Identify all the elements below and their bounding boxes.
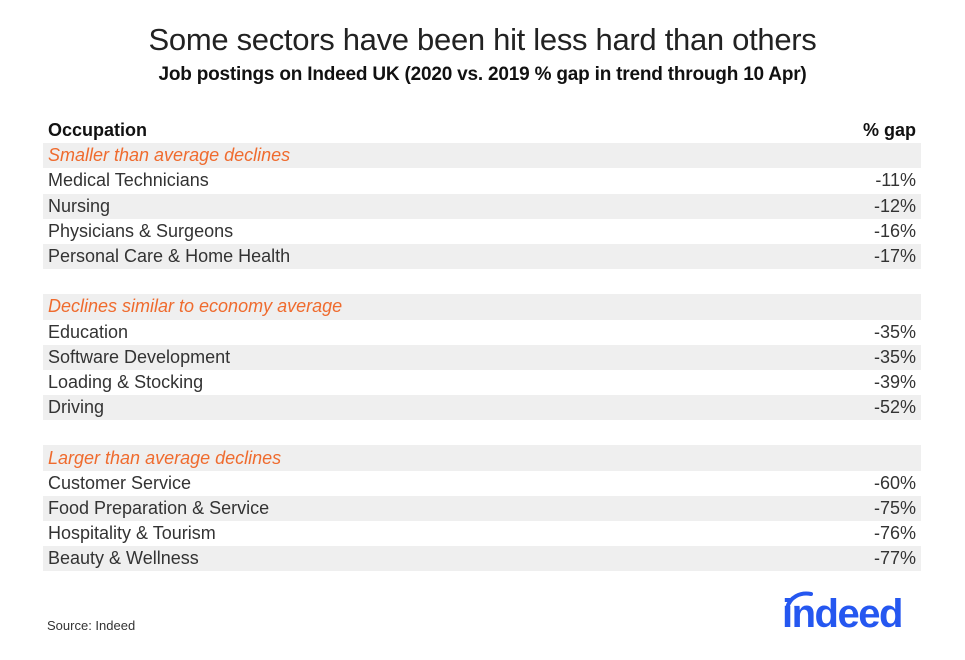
table-row: Physicians & Surgeons -16% (43, 219, 921, 244)
gap-cell: -52% (873, 397, 916, 418)
chart-title: Some sectors have been hit less hard tha… (148, 22, 817, 57)
occupation-cell: Medical Technicians (48, 170, 209, 191)
occupation-cell: Personal Care & Home Health (48, 246, 291, 267)
spacer-row (43, 420, 921, 445)
occupation-cell: Loading & Stocking (48, 371, 204, 392)
indeed-logo: indeed (782, 588, 924, 636)
section-header: Larger than average declines (43, 445, 921, 471)
table-row: Driving -52% (43, 395, 921, 421)
logo-arc-icon (785, 591, 813, 610)
header-gap: % gap (862, 120, 916, 141)
logo-text: indeed (782, 592, 903, 636)
gap-cell: -17% (873, 246, 916, 267)
occupation-cell: Physicians & Surgeons (48, 220, 234, 241)
occupation-cell: Software Development (48, 346, 231, 367)
chart-subtitle: Job postings on Indeed UK (2020 vs. 2019… (158, 64, 807, 85)
table-row: Loading & Stocking -39% (43, 370, 921, 395)
gap-cell: -77% (873, 548, 916, 569)
occupation-cell: Driving (48, 397, 105, 418)
section-label: Larger than average declines (48, 447, 282, 468)
section-header: Declines similar to economy average (43, 294, 921, 320)
occupation-cell: Customer Service (48, 472, 192, 493)
section-label: Declines similar to economy average (48, 296, 343, 317)
gap-cell: -75% (873, 497, 916, 518)
table-row: Software Development -35% (43, 344, 921, 370)
spacer-row (43, 269, 921, 294)
gap-cell: -35% (873, 346, 916, 367)
occupation-cell: Food Preparation & Service (48, 497, 270, 518)
gap-cell: -11% (875, 170, 916, 191)
occupation-cell: Beauty & Wellness (48, 548, 199, 569)
gap-cell: -39% (873, 371, 916, 392)
table-row: Personal Care & Home Health -17% (43, 243, 921, 270)
header-occupation: Occupation (48, 120, 148, 141)
occupation-cell: Nursing (48, 195, 111, 216)
table-row: Medical Technicians -11% (43, 168, 921, 193)
section-label: Smaller than average declines (48, 145, 291, 166)
table-row: Nursing -12% (43, 193, 921, 219)
occupation-table: Occupation % gap Smaller than average de… (43, 118, 921, 572)
gap-cell: -12% (873, 195, 916, 216)
source-note: Source: Indeed (47, 618, 136, 633)
gap-cell: -35% (873, 321, 916, 342)
section-header: Smaller than average declines (43, 143, 921, 169)
table-header-row: Occupation % gap (43, 118, 921, 143)
gap-cell: -16% (873, 220, 916, 241)
occupation-cell: Hospitality & Tourism (48, 523, 216, 544)
occupation-cell: Education (48, 321, 129, 342)
table-row: Hospitality & Tourism -76% (43, 521, 921, 546)
table-row: Education -35% (43, 320, 921, 345)
gap-cell: -60% (873, 472, 916, 493)
gap-cell: -76% (873, 523, 916, 544)
table-row: Beauty & Wellness -77% (43, 546, 921, 572)
table-row: Food Preparation & Service -75% (43, 495, 921, 521)
table-row: Customer Service -60% (43, 471, 921, 496)
